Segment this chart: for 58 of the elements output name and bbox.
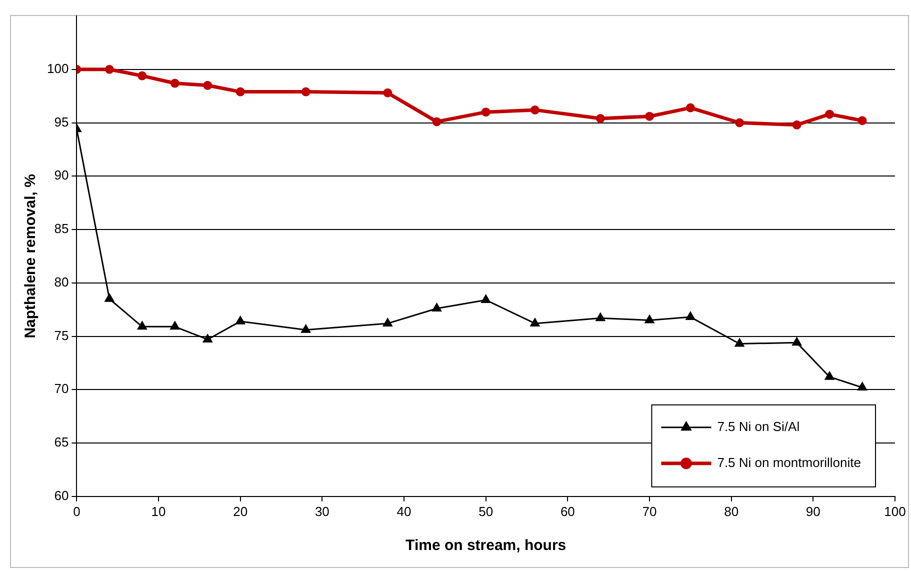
- y-tick-label: 65: [54, 434, 69, 450]
- point: [236, 316, 246, 324]
- point: [857, 382, 868, 391]
- point: [735, 118, 744, 128]
- x-tick-label: 100: [884, 504, 906, 519]
- y-tick-label: 100: [46, 60, 69, 76]
- x-tick-label: 60: [560, 504, 575, 519]
- point: [104, 64, 114, 74]
- point: [824, 371, 834, 380]
- point: [792, 337, 802, 346]
- point: [170, 78, 180, 88]
- x-axis-title: Time on stream, hours: [406, 537, 566, 554]
- y-tick-label: 90: [54, 168, 69, 183]
- point: [481, 294, 491, 303]
- point: [530, 318, 540, 326]
- point: [530, 105, 540, 114]
- point: [301, 87, 310, 96]
- point: [858, 116, 867, 126]
- point: [203, 80, 212, 90]
- point: [382, 318, 392, 326]
- point: [104, 293, 114, 302]
- legend-label: 7.5 Ni on montmorillonite: [717, 454, 862, 470]
- point: [825, 110, 834, 119]
- point: [383, 88, 392, 98]
- x-tick-label: 80: [724, 504, 739, 519]
- x-tick-label: 10: [151, 504, 166, 519]
- point: [137, 321, 147, 330]
- point: [432, 117, 442, 126]
- point: [170, 321, 180, 330]
- point: [202, 334, 212, 342]
- point: [596, 312, 606, 322]
- point: [644, 314, 654, 324]
- y-tick-label: 85: [54, 221, 69, 236]
- point: [596, 114, 605, 123]
- x-tick-label: 30: [314, 504, 330, 519]
- y-tick-label: 70: [54, 381, 69, 396]
- y-axis-title: Napthalene removal, %: [22, 174, 40, 338]
- y-tick-label: 95: [54, 114, 69, 130]
- point: [686, 103, 695, 112]
- x-tick-label: 20: [233, 504, 248, 519]
- point: [138, 71, 147, 80]
- point: [645, 112, 654, 121]
- x-tick-label: 40: [396, 504, 412, 519]
- legend-label: 7.5 Ni on Si/Al: [717, 418, 800, 434]
- point: [686, 312, 696, 320]
- y-tick-label: 80: [54, 274, 69, 290]
- point: [481, 108, 490, 117]
- point: [792, 120, 802, 130]
- x-tick-label: 0: [73, 504, 80, 519]
- point: [236, 87, 245, 96]
- y-tick-label: 60: [54, 488, 69, 503]
- point: [300, 324, 311, 333]
- x-tick-label: 90: [806, 504, 820, 519]
- point: [734, 338, 744, 347]
- point: [432, 303, 442, 312]
- x-tick-label: 50: [478, 504, 494, 519]
- y-tick-label: 75: [54, 328, 69, 343]
- x-tick-label: 70: [642, 504, 657, 519]
